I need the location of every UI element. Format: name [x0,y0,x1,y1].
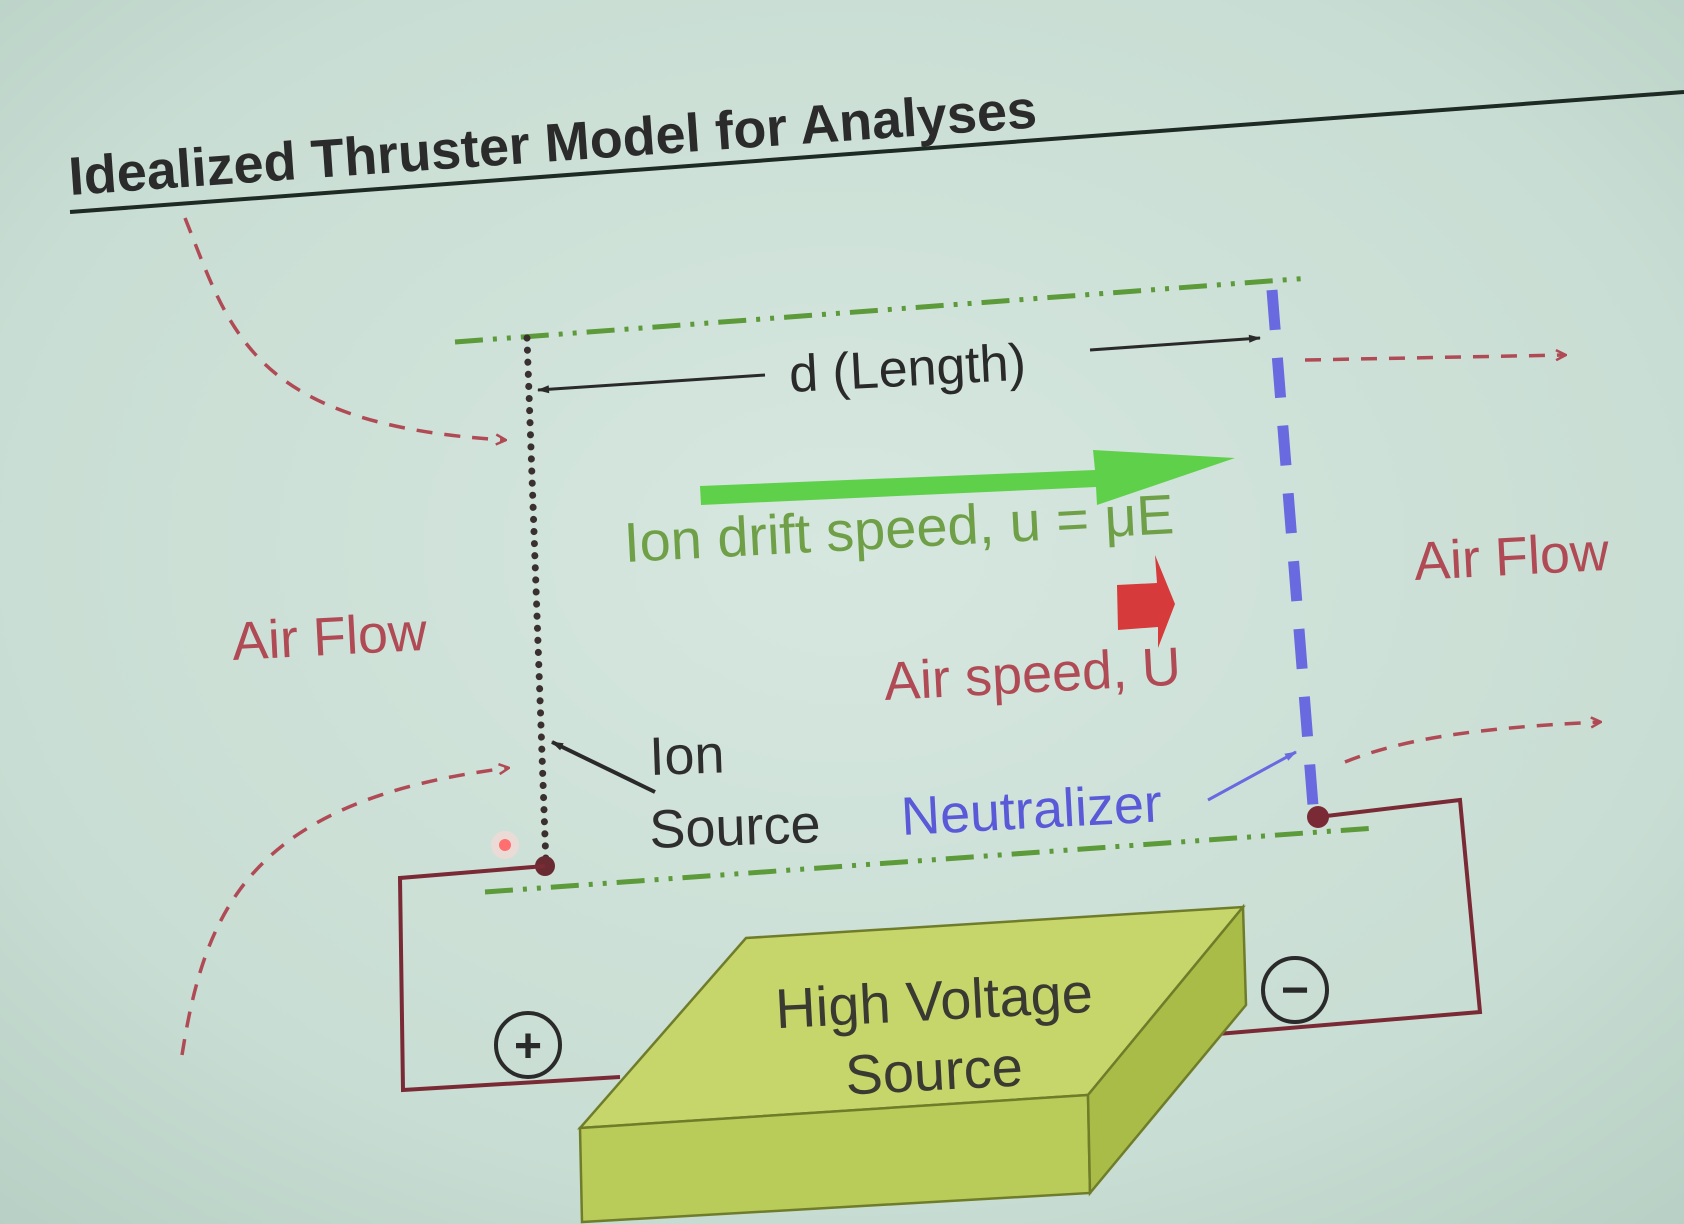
neutralizer-line [1266,289,1320,819]
top-boundary-line [454,275,1311,345]
ion-source-line [523,334,550,869]
laser-pointer-dot [499,839,511,851]
air-flow-right-label: Air Flow [1412,522,1611,592]
ion-source-pointer [551,740,656,794]
neutralizer-label: Neutralizer [899,773,1163,847]
negative-terminal-symbol: − [1281,964,1309,1017]
length-arrow-left [537,373,766,394]
ion-drift-arrow [700,450,1235,505]
negative-wire [1169,797,1483,1040]
positive-wire [397,864,621,1093]
ion-source-label-line1: Ion [648,724,725,787]
bottom-boundary-line [484,825,1376,895]
hv-box-side-face [1086,903,1248,1197]
positive-terminal-symbol: + [514,1020,542,1073]
air-flow-outlet-top [1304,355,1565,362]
air-flow-left-label: Air Flow [230,602,429,672]
air-flow-inlet-top [183,217,505,440]
air-flow-inlet-bottom [180,768,508,1056]
hv-source-label-line2: Source [844,1034,1024,1106]
negative-terminal-circle [1261,956,1329,1024]
neutralizer-pointer [1207,750,1297,802]
air-speed-arrow [1117,555,1175,648]
ion-source-label-line2: Source [648,794,821,860]
positive-terminal-circle [494,1011,562,1079]
length-arrow-right [1089,334,1261,352]
title-underline [69,90,1684,214]
length-label: d (Length) [788,334,1028,404]
